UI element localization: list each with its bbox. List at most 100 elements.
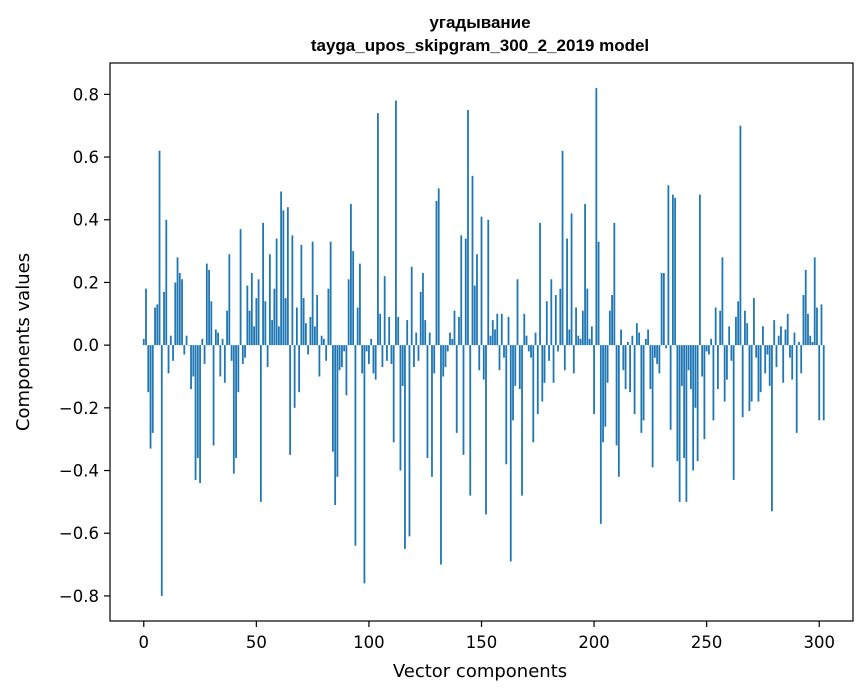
bar-25	[199, 345, 201, 484]
bar-113	[397, 316, 400, 346]
bar-28	[205, 263, 208, 346]
bar-121	[415, 332, 418, 346]
bar-140	[458, 316, 460, 346]
bar-223	[644, 338, 647, 346]
bar-118	[408, 345, 411, 537]
bar-105	[379, 313, 382, 346]
bar-143	[464, 238, 467, 346]
bar-29	[208, 269, 210, 346]
x-tick-label-250: 250	[691, 633, 723, 652]
bar-126	[426, 345, 429, 458]
bar-259	[726, 345, 728, 380]
x-tick-label-0: 0	[139, 633, 150, 652]
bar-254	[714, 307, 717, 346]
bar-145	[469, 345, 472, 496]
bar-195	[581, 310, 584, 346]
bar-69	[298, 345, 301, 393]
bar-227	[653, 345, 656, 358]
bar-298	[813, 257, 816, 346]
bar-238	[678, 345, 681, 502]
bar-172	[530, 345, 532, 358]
bar-163	[509, 345, 512, 562]
bar-53	[262, 222, 264, 346]
bar-46	[246, 285, 249, 346]
bar-151	[482, 345, 485, 380]
bar-175	[536, 345, 539, 415]
bar-108	[386, 345, 388, 361]
bar-44	[241, 345, 244, 364]
bar-64	[286, 207, 289, 346]
bar-216	[629, 345, 631, 393]
bar-215	[626, 342, 629, 346]
bar-9	[163, 291, 165, 346]
bar-161	[505, 345, 508, 465]
x-tick-label-150: 150	[466, 633, 498, 652]
y-axis: −0.8 −0.6 −0.4 −0.2 0.0 0.2 0.4 0.6 0.8	[59, 85, 110, 606]
bar-228	[656, 345, 659, 364]
bar-130	[435, 200, 438, 346]
bar-262	[732, 345, 735, 480]
bar-22	[192, 345, 195, 377]
bar-182	[552, 345, 555, 383]
bar-217	[631, 335, 634, 346]
bar-72	[304, 323, 307, 346]
bar-60	[277, 326, 280, 346]
bar-207	[608, 310, 611, 346]
y-tick-label-3: −0.2	[59, 399, 99, 418]
bar-37	[226, 310, 228, 346]
bar-84	[332, 345, 334, 452]
bar-102	[372, 345, 375, 374]
bar-167	[518, 345, 521, 390]
bar-98	[363, 345, 366, 584]
bar-17	[181, 279, 183, 346]
bar-78	[318, 345, 321, 377]
bar-106	[381, 345, 384, 368]
bar-179	[545, 301, 548, 346]
bar-284	[782, 345, 785, 383]
bar-201	[595, 88, 598, 346]
bar-15	[176, 257, 179, 346]
bar-263	[735, 316, 737, 346]
bar-146	[471, 175, 474, 346]
bar-279	[771, 345, 773, 512]
y-axis-label: Components values	[13, 253, 34, 431]
bar-302	[822, 345, 825, 421]
bar-213	[622, 345, 625, 371]
bar-71	[302, 298, 305, 346]
bar-229	[658, 345, 661, 374]
bar-142	[462, 345, 465, 455]
bar-1	[145, 288, 147, 346]
bar-246	[696, 345, 699, 462]
bar-252	[710, 338, 713, 346]
bar-152	[485, 345, 487, 515]
bar-286	[786, 313, 789, 346]
bar-222	[642, 345, 645, 421]
bar-0	[142, 338, 145, 346]
bar-117	[406, 320, 409, 346]
bar-181	[550, 279, 553, 346]
bar-96	[359, 263, 361, 346]
bar-294	[804, 269, 807, 346]
bar-129	[433, 345, 436, 374]
y-tick-label-5: 0.2	[73, 273, 99, 292]
bar-114	[399, 345, 402, 471]
bar-164	[512, 345, 514, 421]
bar-112	[395, 100, 397, 346]
bar-42	[237, 345, 240, 393]
bar-62	[282, 210, 285, 346]
bar-38	[228, 254, 231, 346]
bar-122	[417, 345, 420, 361]
bar-210	[615, 345, 618, 446]
bar-59	[275, 238, 278, 346]
bar-200	[593, 345, 595, 415]
bar-87	[338, 345, 341, 371]
bar-76	[313, 326, 316, 346]
bar-188	[566, 238, 568, 346]
bar-170	[525, 335, 528, 346]
bar-80	[322, 338, 325, 346]
y-tick-label-0: −0.8	[59, 587, 99, 606]
bar-277	[766, 345, 769, 355]
bar-197	[586, 288, 589, 346]
bar-49	[253, 326, 255, 346]
bar-89	[343, 345, 346, 352]
